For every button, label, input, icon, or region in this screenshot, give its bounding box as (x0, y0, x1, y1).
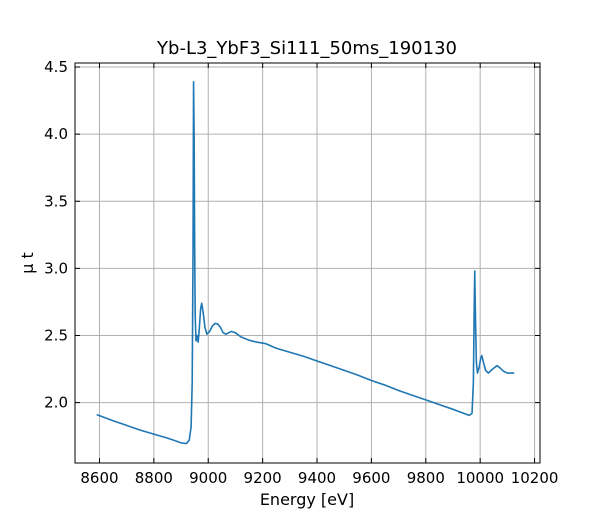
x-tick-label: 10200 (511, 469, 559, 487)
y-tick-label: 4.5 (44, 58, 68, 76)
series-layer (96, 80, 515, 445)
x-tick-label: 9200 (244, 469, 282, 487)
y-tick-label: 3.0 (44, 259, 68, 277)
x-tick-label: 9400 (298, 469, 336, 487)
x-tick-label: 9000 (189, 469, 227, 487)
series-line (96, 80, 515, 445)
y-tick-label: 2.0 (44, 394, 68, 412)
y-tick-label: 4.0 (44, 125, 68, 143)
x-tick-label: 9600 (352, 469, 390, 487)
grid-lines (75, 63, 540, 463)
x-axis-label: Energy [eV] (260, 490, 354, 509)
y-tick-label: 2.5 (44, 326, 68, 344)
y-tick-label: 3.5 (44, 192, 68, 210)
plot-frame (74, 62, 541, 464)
y-axis-label: μ t (18, 252, 37, 274)
axis-ticks: 8600 8800 9000 9200 9400 9600 9800 10000 10200 2.… (44, 58, 558, 487)
x-tick-label: 9800 (407, 469, 445, 487)
x-tick-label: 8800 (135, 469, 173, 487)
x-tick-label: 10000 (456, 469, 504, 487)
x-tick-label: 8600 (80, 469, 118, 487)
chart-title: Yb-L3_YbF3_Si111_50ms_190130 (156, 38, 457, 59)
